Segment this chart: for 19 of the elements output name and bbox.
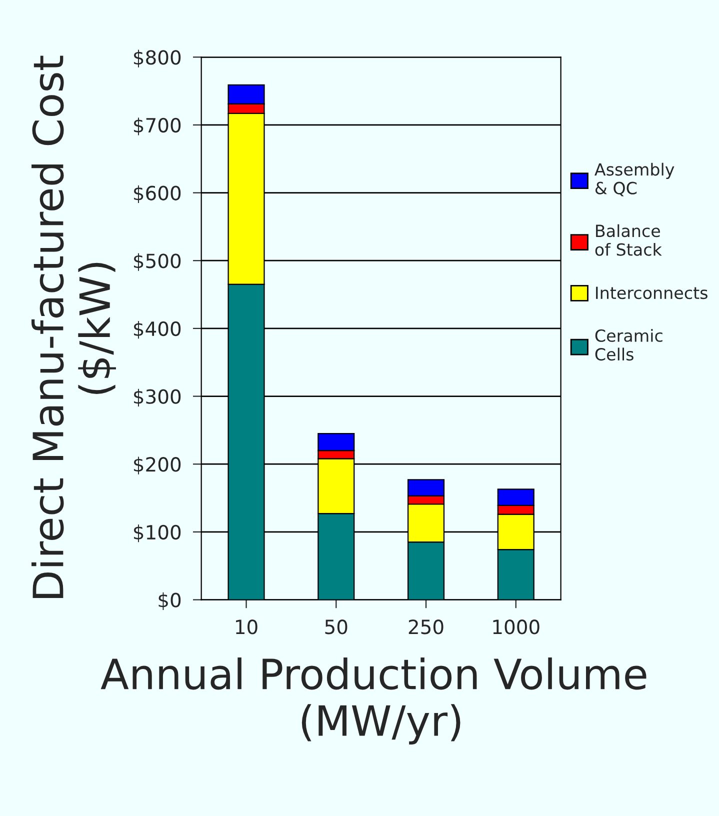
legend-label: Balance of Stack xyxy=(595,224,662,256)
y-tick-label: $500 xyxy=(134,253,181,271)
y-tick-label: $0 xyxy=(158,592,181,610)
x-axis-title: Annual Production Volume (MW/yr) xyxy=(100,657,646,744)
y-axis-title: Direct Manu-factured Cost ($/kW) xyxy=(32,56,116,598)
y-tick-label: $200 xyxy=(134,456,181,474)
legend-label: Interconnects xyxy=(596,286,708,300)
x-tick-label: 1000 xyxy=(493,620,540,634)
x-tick-label: 50 xyxy=(325,620,348,634)
y-tick-label: $400 xyxy=(134,321,181,339)
y-tick-label: $100 xyxy=(134,524,181,542)
legend-label: Assembly & QC xyxy=(594,162,674,196)
x-tick-label: 10 xyxy=(236,620,258,634)
y-tick-label: $600 xyxy=(134,185,181,204)
y-tick-label: $800 xyxy=(134,50,181,68)
y-tick-label: $700 xyxy=(134,118,181,136)
x-tick-label: 250 xyxy=(408,620,444,634)
y-tick-label: $300 xyxy=(134,388,181,407)
legend-label: Ceramic Cells xyxy=(595,329,662,361)
